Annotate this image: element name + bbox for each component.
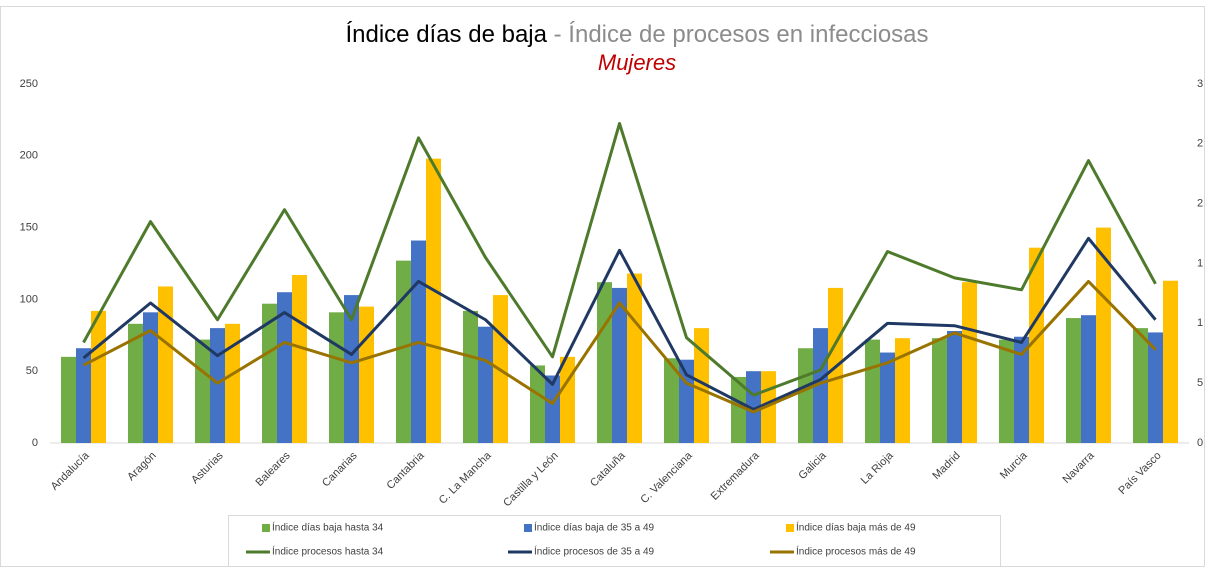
bar [530, 365, 545, 443]
x-tick-label: Extremadura [709, 449, 763, 503]
bar [210, 328, 225, 443]
bar [880, 352, 895, 443]
bar [597, 282, 612, 443]
bar [359, 306, 374, 443]
bar [344, 295, 359, 443]
bar [158, 286, 173, 443]
bar [746, 371, 761, 443]
bar [627, 273, 642, 443]
y2-tick-label: 1 [1197, 257, 1203, 269]
x-tick-label: Cataluña [588, 449, 628, 489]
y-tick-label: 200 [20, 150, 38, 162]
y2-tick-label: 2 [1197, 138, 1203, 150]
legend-label: Índice procesos hasta 34 [272, 545, 384, 558]
bar [396, 260, 411, 443]
line-series [82, 236, 1157, 411]
y-tick-label: 0 [32, 437, 38, 449]
bar [664, 358, 679, 443]
bar [999, 339, 1014, 443]
bar [1014, 336, 1029, 443]
legend-label: Índice días baja más de 49 [796, 521, 916, 534]
x-tick-label: Madrid [930, 450, 962, 482]
x-tick-label: Aragón [125, 450, 159, 484]
x-tick-label: C. La Mancha [437, 449, 495, 507]
bar [426, 158, 441, 443]
title-main: Índice días de baja [345, 21, 547, 48]
legend-label: Índice días baja de 35 a 49 [534, 521, 655, 534]
x-tick-label: La Rioja [859, 449, 897, 487]
bar [545, 375, 560, 443]
bar [478, 326, 493, 443]
y2-tick-label: 5 [1197, 377, 1203, 389]
y-tick-label: 100 [20, 293, 38, 305]
bar [76, 348, 91, 443]
bar [1163, 280, 1178, 443]
bar [262, 303, 277, 443]
bar [895, 338, 910, 443]
legend-label: Índice procesos de 35 a 49 [534, 545, 655, 558]
bar [813, 328, 828, 443]
bar [1029, 247, 1044, 443]
legend-swatch [786, 524, 794, 532]
bar [962, 282, 977, 443]
y2-tick-label: 0 [1197, 437, 1203, 449]
line-series [82, 121, 1157, 397]
x-tick-label: Baleares [253, 449, 293, 489]
line-series [82, 279, 1157, 414]
legend-swatch [524, 524, 532, 532]
bar [329, 312, 344, 443]
bar [463, 310, 478, 443]
chart-title: Índice días de baja - Índice de procesos… [345, 21, 928, 48]
bar [277, 292, 292, 443]
x-tick-label: C. Valenciana [638, 449, 695, 506]
x-tick-label: Murcia [998, 449, 1030, 481]
x-tick-label: Andalucía [49, 449, 93, 493]
x-tick-label: Canarias [320, 449, 360, 489]
y2-tick-label: 3 [1197, 78, 1203, 90]
bar [128, 323, 143, 443]
legend-frame [228, 515, 1001, 567]
bar [1066, 318, 1081, 443]
bar [560, 356, 575, 443]
bar [1081, 315, 1096, 443]
bar [947, 330, 962, 443]
y-tick-label: 50 [26, 365, 38, 377]
bar [731, 376, 746, 443]
x-tick-label: Asturias [189, 449, 226, 486]
chart-subtitle: Mujeres [598, 50, 676, 75]
bar [1096, 227, 1111, 443]
bar [694, 328, 709, 443]
legend-label: Índice días baja hasta 34 [272, 521, 384, 534]
bar [798, 348, 813, 443]
x-tick-label: Cantabria [384, 449, 427, 492]
y2-tick-label: 1 [1197, 317, 1203, 329]
bar [91, 310, 106, 443]
bar [932, 338, 947, 443]
bar [292, 274, 307, 443]
title-suffix: - Índice de procesos en infecciosas [554, 21, 929, 48]
bar [225, 323, 240, 443]
legend-swatch [262, 524, 270, 532]
y-tick-label: 250 [20, 78, 38, 90]
bar [612, 287, 627, 443]
bar [865, 339, 880, 443]
y2-tick-label: 2 [1197, 198, 1203, 210]
bar [195, 339, 210, 443]
x-tick-label: País Vasco [1116, 450, 1163, 497]
bar [143, 312, 158, 443]
bar [61, 356, 76, 443]
x-tick-label: Galicia [796, 449, 829, 482]
bar [1148, 332, 1163, 443]
x-tick-label: Navarra [1061, 449, 1098, 486]
legend-label: Índice procesos más de 49 [796, 545, 916, 558]
y-tick-label: 150 [20, 222, 38, 234]
x-tick-label: Castilla y León [501, 450, 561, 510]
bar [1133, 328, 1148, 443]
